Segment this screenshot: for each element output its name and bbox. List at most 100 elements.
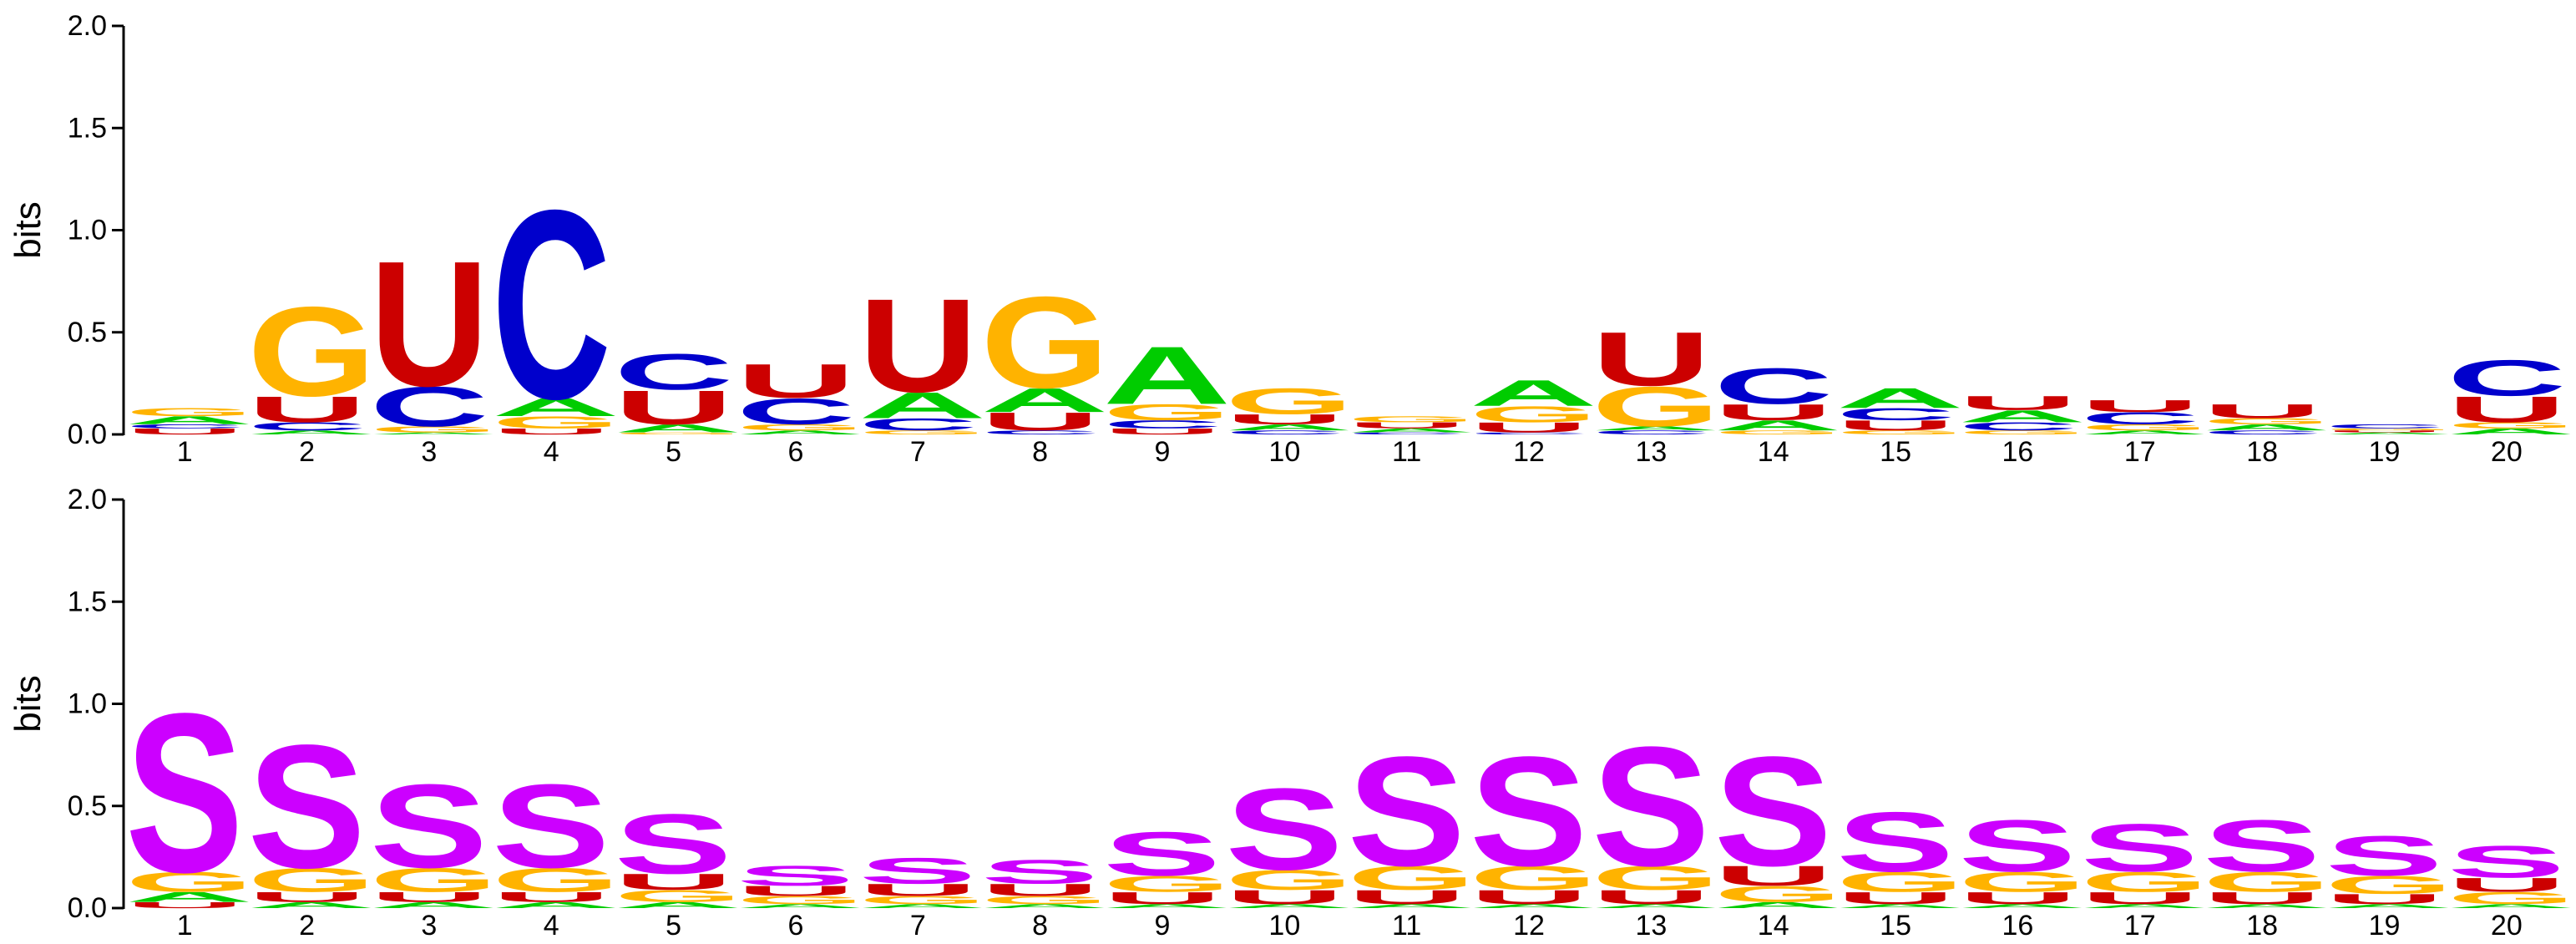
logo-letter-G: G bbox=[2447, 889, 2576, 908]
logo-letter-G: G bbox=[2203, 866, 2331, 898]
logo-letter-A: A bbox=[1348, 903, 1475, 910]
logo-letter-C: C bbox=[1714, 358, 1834, 415]
logo-letter-G: G bbox=[247, 861, 376, 899]
logo-letter-C: C bbox=[370, 375, 489, 439]
logo-letter-S: S bbox=[1714, 725, 1833, 899]
logo-letter-U: U bbox=[736, 354, 856, 409]
logo-letter-U: U bbox=[1592, 316, 1711, 402]
x-tick-label: 8 bbox=[1032, 436, 1048, 468]
x-tick-label: 6 bbox=[787, 436, 803, 468]
y-tick-label: 1.5 bbox=[68, 112, 107, 144]
x-tick-label: 20 bbox=[2491, 910, 2523, 941]
x-tick-label: 16 bbox=[2002, 436, 2034, 468]
logo-letter-A: A bbox=[2325, 903, 2452, 910]
logo-letter-G: G bbox=[736, 894, 865, 906]
logo-letter-U: U bbox=[2325, 891, 2444, 907]
x-tick-label: 12 bbox=[1513, 910, 1545, 941]
y-tick-label: 0.0 bbox=[68, 419, 107, 450]
x-tick-label: 4 bbox=[544, 436, 559, 468]
logo-letter-U: U bbox=[370, 224, 489, 424]
logo-letter-U: U bbox=[980, 881, 1100, 900]
logo-letter-G: G bbox=[2081, 866, 2209, 898]
logo-letter-U: U bbox=[370, 889, 489, 905]
x-tick-label: 5 bbox=[666, 436, 681, 468]
logo-letter-G: G bbox=[736, 423, 865, 432]
x-tick-label: 3 bbox=[421, 436, 437, 468]
logo-letter-S: S bbox=[614, 797, 732, 892]
logo-letter-C: C bbox=[1592, 429, 1711, 436]
logo-letter-U: U bbox=[492, 427, 611, 436]
logo-panel-2: 0.00.51.01.52.0bitsUAGS1AUGS2AUGS3AUGS4A… bbox=[8, 484, 2575, 941]
x-tick-label: 11 bbox=[1392, 910, 1421, 941]
logo-letter-G: G bbox=[1348, 414, 1476, 424]
logo-letter-A: A bbox=[1958, 903, 2086, 910]
logo-letter-G: G bbox=[614, 886, 742, 906]
logo-letter-C: C bbox=[736, 391, 856, 432]
logo-letter-A: A bbox=[1225, 903, 1353, 910]
logo-letter-G: G bbox=[370, 424, 498, 434]
logo-letter-A: A bbox=[370, 901, 498, 910]
y-tick-label: 0.5 bbox=[68, 317, 107, 348]
logo-letter-A: A bbox=[2081, 903, 2209, 910]
x-tick-label: 12 bbox=[1513, 436, 1545, 468]
logo-letter-A: A bbox=[370, 432, 498, 435]
logo-letter-A: A bbox=[1592, 903, 1719, 910]
y-tick-label: 2.0 bbox=[68, 484, 107, 515]
logo-letter-C: C bbox=[1225, 429, 1344, 436]
logo-letter-U: U bbox=[492, 889, 611, 905]
y-tick-label: 1.5 bbox=[68, 586, 107, 617]
logo-letter-C: C bbox=[492, 154, 611, 455]
logo-letter-C: C bbox=[980, 429, 1100, 436]
logo-letter-G: G bbox=[125, 406, 254, 419]
x-tick-label: 4 bbox=[544, 910, 559, 941]
logo-letter-C: C bbox=[2325, 423, 2444, 429]
logo-letter-G: G bbox=[980, 270, 1109, 415]
logo-letter-G: G bbox=[2325, 428, 2453, 431]
logo-letter-A: A bbox=[980, 903, 1108, 910]
x-tick-label: 7 bbox=[910, 436, 926, 468]
x-tick-label: 2 bbox=[299, 910, 315, 941]
logo-letter-U: U bbox=[1714, 399, 1834, 424]
logo-letter-A: A bbox=[736, 903, 864, 910]
logo-letter-G: G bbox=[980, 894, 1109, 906]
logo-letter-U: U bbox=[1103, 889, 1222, 908]
logo-letter-A: A bbox=[858, 384, 986, 425]
logo-letter-G: G bbox=[1836, 429, 1965, 436]
logo-letter-U: U bbox=[2081, 889, 2200, 908]
x-tick-label: 8 bbox=[1032, 910, 1048, 941]
x-tick-label: 16 bbox=[2002, 910, 2034, 941]
logo-letter-G: G bbox=[1714, 429, 1843, 436]
x-tick-label: 10 bbox=[1268, 910, 1300, 941]
x-tick-label: 15 bbox=[1880, 910, 1911, 941]
logo-letter-A: A bbox=[1103, 903, 1231, 910]
logo-letter-C: C bbox=[1103, 418, 1222, 430]
y-tick-label: 0.5 bbox=[68, 790, 107, 822]
logo-letter-A: A bbox=[1592, 425, 1719, 432]
logo-letter-G: G bbox=[1470, 859, 1598, 896]
x-tick-label: 19 bbox=[2369, 910, 2401, 941]
logo-letter-G: G bbox=[1958, 429, 2087, 436]
logo-letter-G: G bbox=[2447, 420, 2576, 429]
x-tick-label: 5 bbox=[666, 910, 681, 941]
x-tick-label: 9 bbox=[1155, 436, 1171, 468]
logo-letter-S: S bbox=[2447, 836, 2566, 887]
logo-letter-G: G bbox=[1836, 866, 1965, 898]
logo-letter-U: U bbox=[614, 869, 733, 894]
logo-letter-C: C bbox=[2203, 429, 2322, 436]
logo-letter-U: U bbox=[858, 272, 978, 421]
logo-letter-A: A bbox=[1714, 418, 1842, 434]
logo-letter-U: U bbox=[1348, 420, 1467, 429]
logo-letter-S: S bbox=[1836, 794, 1955, 890]
logo-letter-U: U bbox=[980, 407, 1100, 435]
logo-letter-C: C bbox=[858, 415, 978, 434]
logo-letter-G: G bbox=[2081, 423, 2209, 432]
logo-letter-C: C bbox=[2081, 409, 2200, 428]
logo-letter-G: G bbox=[492, 413, 620, 432]
logo-letter-G: G bbox=[1225, 865, 1354, 896]
logo-letter-A: A bbox=[1225, 423, 1353, 432]
logo-letter-A: A bbox=[2447, 903, 2575, 910]
logo-letter-U: U bbox=[2203, 400, 2322, 423]
y-tick-label: 0.0 bbox=[68, 892, 107, 924]
logo-letter-A: A bbox=[614, 422, 741, 434]
x-tick-label: 18 bbox=[2246, 436, 2278, 468]
